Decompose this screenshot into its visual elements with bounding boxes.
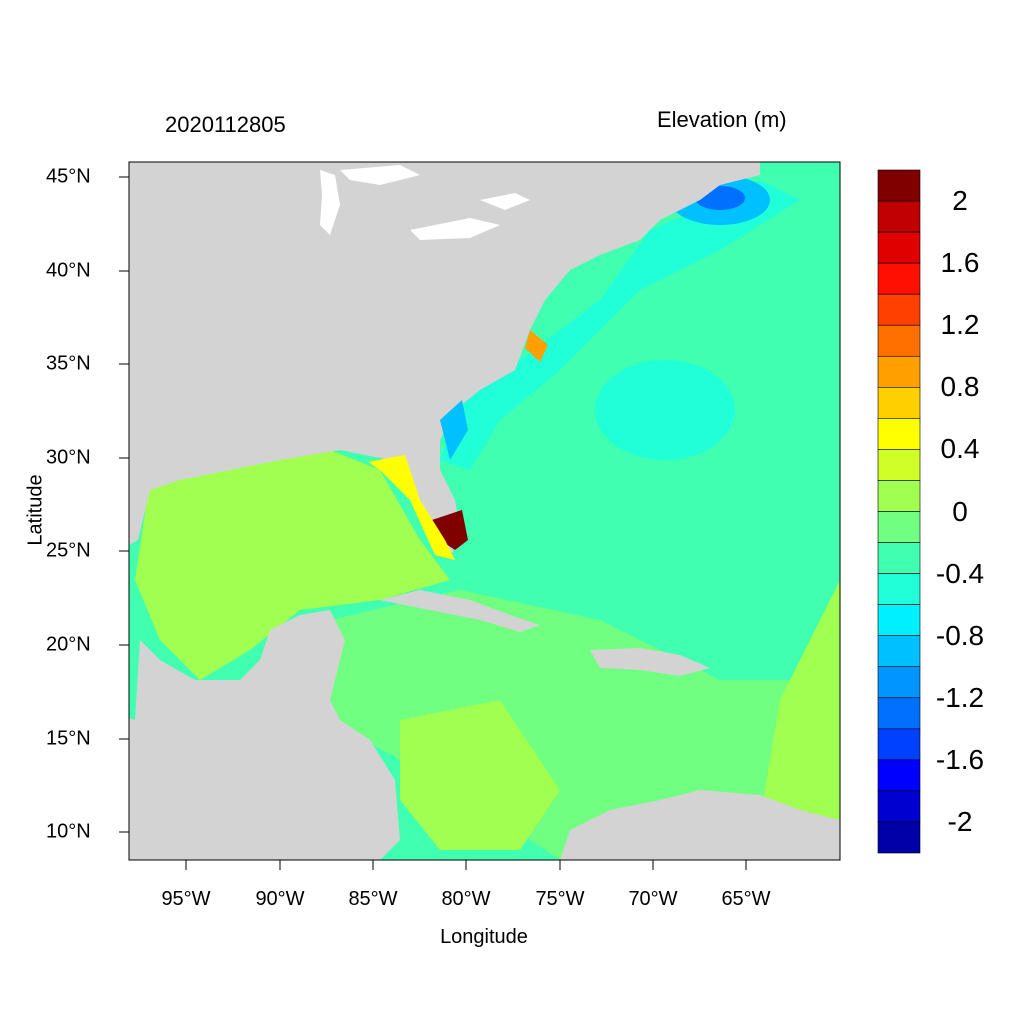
colorbar-swatch bbox=[877, 542, 921, 574]
colorbar-label: -1.2 bbox=[935, 681, 985, 713]
lake-ontario bbox=[480, 193, 530, 210]
colorbar-swatch bbox=[877, 635, 921, 668]
colorbar-swatch bbox=[877, 355, 921, 388]
atlantic-shelf bbox=[440, 180, 800, 470]
colorbar-swatch bbox=[877, 573, 921, 605]
gulf-of-mexico bbox=[135, 450, 450, 680]
georgia-low bbox=[440, 400, 468, 460]
colorbar-swatch bbox=[877, 604, 921, 636]
x-tick-label: 80°W bbox=[441, 888, 491, 910]
colorbar-label: -1.6 bbox=[935, 743, 985, 775]
y-tick-label: 40°N bbox=[46, 259, 91, 282]
x-tick-label: 90°W bbox=[255, 888, 305, 910]
y-tick-label: 30°N bbox=[46, 446, 91, 469]
colorbar-swatch bbox=[877, 480, 921, 512]
colorbar-label: 1.2 bbox=[940, 309, 980, 341]
atlantic-eddy bbox=[595, 360, 735, 460]
y-tick-label: 35°N bbox=[46, 352, 91, 375]
x-tick-label: 70°W bbox=[628, 888, 678, 910]
colorbar-swatch bbox=[877, 790, 921, 823]
x-axis-title: Longitude bbox=[440, 926, 528, 948]
colorbar-swatch bbox=[877, 262, 921, 295]
colorbar-swatch bbox=[877, 511, 921, 543]
colorbar-label: -0.4 bbox=[935, 557, 985, 589]
lake-erie bbox=[410, 218, 500, 240]
y-tick-label: 10°N bbox=[46, 820, 91, 843]
colorbar-swatch bbox=[877, 728, 921, 761]
colorbar-swatch bbox=[877, 697, 921, 730]
x-ticks bbox=[185, 860, 747, 870]
colorbar-label: 0.4 bbox=[940, 433, 980, 465]
lake-michigan bbox=[320, 170, 340, 235]
colorbar-label: 1.6 bbox=[940, 247, 980, 279]
florida-west-coast bbox=[368, 455, 455, 560]
colorbar-swatch bbox=[877, 449, 921, 481]
north-america bbox=[129, 162, 760, 555]
colorbar-swatch bbox=[877, 821, 921, 854]
south-america bbox=[560, 790, 840, 860]
eastern-caribbean bbox=[760, 580, 840, 860]
colorbar-swatch bbox=[877, 293, 921, 326]
y-ticks bbox=[119, 176, 129, 833]
colorbar-swatch bbox=[877, 169, 921, 202]
x-tick-label: 75°W bbox=[535, 888, 585, 910]
central-america bbox=[129, 610, 400, 860]
colorbar-label: 0 bbox=[952, 495, 968, 527]
y-tick-label: 45°N bbox=[46, 165, 91, 188]
hispaniola bbox=[590, 648, 710, 676]
southwest-caribbean bbox=[400, 700, 560, 850]
lake-huron bbox=[340, 165, 420, 185]
x-tick-label: 65°W bbox=[721, 888, 771, 910]
colorbar-swatch bbox=[877, 418, 921, 450]
y-tick-label: 20°N bbox=[46, 633, 91, 656]
colorbar-label: 2 bbox=[952, 185, 968, 217]
carolina-surge bbox=[525, 330, 548, 362]
colorbar-label: 0.8 bbox=[940, 371, 980, 403]
y-tick-label: 25°N bbox=[46, 539, 91, 562]
date-label: 2020112805 bbox=[165, 112, 286, 137]
colorbar-swatch bbox=[877, 231, 921, 264]
colorbar-swatch bbox=[877, 324, 921, 357]
variable-label: Elevation (m) bbox=[657, 107, 787, 132]
x-tick-label: 85°W bbox=[348, 888, 398, 910]
y-axis-title: Latitude bbox=[24, 474, 47, 546]
cuba bbox=[380, 590, 540, 632]
x-tick-label: 95°W bbox=[161, 888, 211, 910]
y-tick-label: 15°N bbox=[46, 727, 91, 750]
colorbar-swatch bbox=[877, 666, 921, 699]
colorbar-label: -0.8 bbox=[935, 619, 985, 651]
colorbar-label: -2 bbox=[947, 805, 973, 837]
map-area bbox=[129, 162, 840, 860]
colorbar-swatch bbox=[877, 759, 921, 792]
colorbar-swatch bbox=[877, 387, 921, 419]
plot-frame bbox=[128, 161, 841, 861]
colorbar bbox=[877, 169, 921, 854]
colorbar-swatch bbox=[877, 200, 921, 233]
